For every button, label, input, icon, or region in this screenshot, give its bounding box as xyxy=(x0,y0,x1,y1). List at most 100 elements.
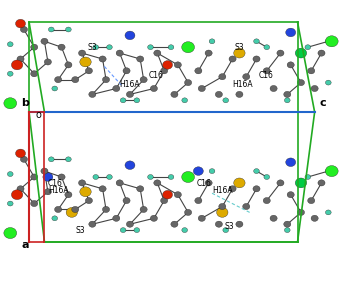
Circle shape xyxy=(21,27,27,32)
Circle shape xyxy=(215,91,222,97)
Text: H16A: H16A xyxy=(48,186,68,195)
Circle shape xyxy=(65,192,72,198)
Circle shape xyxy=(264,175,269,179)
Circle shape xyxy=(326,39,331,44)
Circle shape xyxy=(80,57,91,67)
Circle shape xyxy=(284,221,291,227)
Circle shape xyxy=(295,178,307,188)
Circle shape xyxy=(86,68,92,74)
Circle shape xyxy=(55,77,62,83)
Circle shape xyxy=(89,221,96,227)
Circle shape xyxy=(66,27,71,32)
Circle shape xyxy=(123,68,130,74)
Circle shape xyxy=(79,50,86,56)
Circle shape xyxy=(263,68,270,74)
Circle shape xyxy=(11,60,23,70)
Circle shape xyxy=(89,91,96,97)
Circle shape xyxy=(113,215,120,221)
Circle shape xyxy=(168,175,174,179)
Circle shape xyxy=(234,48,245,58)
Circle shape xyxy=(72,206,79,212)
Circle shape xyxy=(15,149,26,158)
Text: H16A: H16A xyxy=(233,80,253,89)
Circle shape xyxy=(116,180,123,186)
Circle shape xyxy=(216,207,228,217)
Text: o: o xyxy=(36,110,42,120)
Circle shape xyxy=(325,36,338,47)
Circle shape xyxy=(326,169,331,173)
Circle shape xyxy=(162,190,173,199)
Circle shape xyxy=(137,56,144,62)
Circle shape xyxy=(4,227,17,239)
Circle shape xyxy=(182,228,187,232)
Circle shape xyxy=(205,50,212,56)
Circle shape xyxy=(285,228,290,232)
Circle shape xyxy=(4,98,17,109)
Circle shape xyxy=(264,45,269,50)
Circle shape xyxy=(298,80,304,86)
Circle shape xyxy=(21,156,27,162)
Circle shape xyxy=(236,221,243,227)
Circle shape xyxy=(107,45,112,50)
Circle shape xyxy=(148,45,153,50)
Circle shape xyxy=(17,186,24,192)
Circle shape xyxy=(236,91,243,97)
Circle shape xyxy=(125,31,135,40)
Circle shape xyxy=(198,86,205,91)
Circle shape xyxy=(154,50,161,56)
Circle shape xyxy=(277,180,284,186)
Text: b: b xyxy=(22,98,29,108)
Circle shape xyxy=(326,80,331,85)
Circle shape xyxy=(171,221,178,227)
Text: S3: S3 xyxy=(87,43,97,52)
Circle shape xyxy=(277,50,284,56)
Circle shape xyxy=(93,45,98,50)
Circle shape xyxy=(198,215,205,221)
Circle shape xyxy=(318,180,325,186)
Circle shape xyxy=(215,221,222,227)
Circle shape xyxy=(55,206,62,212)
Circle shape xyxy=(11,190,23,200)
Circle shape xyxy=(31,201,38,206)
Circle shape xyxy=(103,77,109,83)
Circle shape xyxy=(49,157,54,162)
Circle shape xyxy=(263,198,270,204)
Circle shape xyxy=(150,86,157,91)
Circle shape xyxy=(86,198,92,204)
Circle shape xyxy=(184,173,192,181)
Circle shape xyxy=(43,173,53,181)
Circle shape xyxy=(219,204,226,209)
Circle shape xyxy=(93,175,98,179)
Circle shape xyxy=(182,171,195,183)
Circle shape xyxy=(103,206,109,212)
Circle shape xyxy=(243,204,250,209)
Circle shape xyxy=(270,86,277,91)
Circle shape xyxy=(148,175,153,179)
Circle shape xyxy=(308,68,315,74)
Circle shape xyxy=(52,86,57,91)
Circle shape xyxy=(15,19,26,28)
Circle shape xyxy=(209,39,215,44)
Circle shape xyxy=(174,192,181,198)
Circle shape xyxy=(223,228,228,232)
Circle shape xyxy=(72,77,79,83)
Circle shape xyxy=(184,44,192,51)
Circle shape xyxy=(205,180,212,186)
Circle shape xyxy=(168,45,174,50)
Text: a: a xyxy=(22,240,29,250)
Circle shape xyxy=(150,215,157,221)
Text: S3: S3 xyxy=(234,43,244,52)
Circle shape xyxy=(305,175,311,179)
Circle shape xyxy=(253,186,260,192)
Circle shape xyxy=(99,186,106,192)
Circle shape xyxy=(137,186,144,192)
Circle shape xyxy=(127,221,133,227)
Circle shape xyxy=(298,209,304,215)
Circle shape xyxy=(31,71,38,77)
Circle shape xyxy=(234,178,245,188)
Circle shape xyxy=(154,180,161,186)
Circle shape xyxy=(140,206,147,212)
Circle shape xyxy=(123,198,130,204)
Text: H16A: H16A xyxy=(212,186,233,195)
Circle shape xyxy=(31,174,38,180)
